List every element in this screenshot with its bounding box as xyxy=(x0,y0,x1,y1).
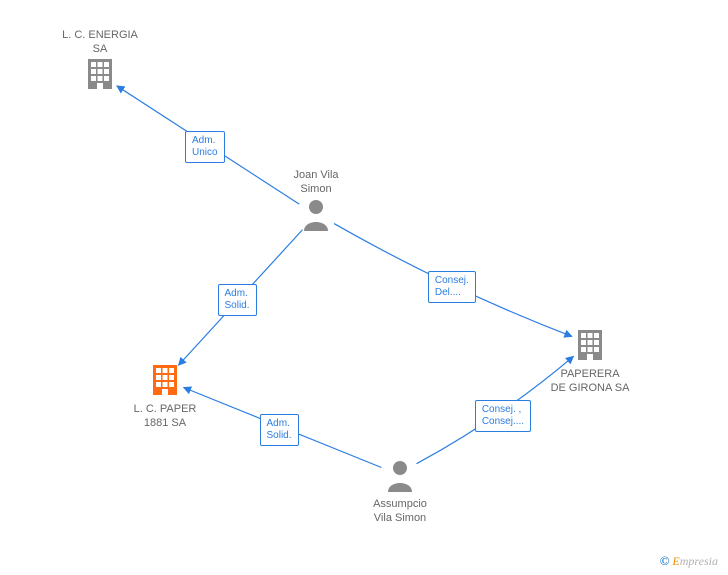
edge-label-e3: Consej. Del.... xyxy=(428,271,476,303)
edge-label-e2: Adm. Solid. xyxy=(218,284,257,316)
diagram-canvas: L. C. ENERGIA SA Joan Vila Simon L. C. P… xyxy=(0,0,728,575)
edge-label-e4: Adm. Solid. xyxy=(260,414,299,446)
watermark-brand-rest: mpresia xyxy=(680,554,718,568)
watermark: © Empresia xyxy=(660,553,718,569)
watermark-copyright: © xyxy=(660,553,670,568)
edge-label-e1: Adm. Unico xyxy=(185,131,225,163)
watermark-brand-first: E xyxy=(672,554,679,568)
edge-label-e5: Consej. , Consej.... xyxy=(475,400,531,432)
edges-layer xyxy=(0,0,728,575)
